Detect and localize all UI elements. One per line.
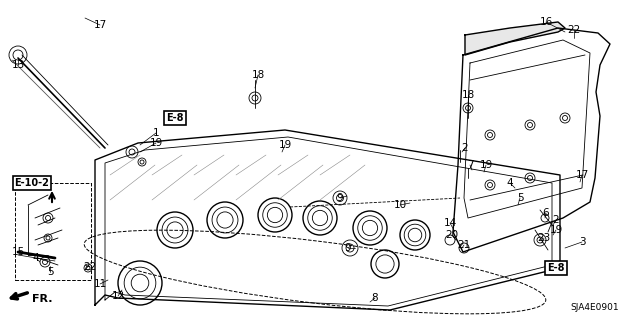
Text: 4: 4 bbox=[33, 253, 39, 263]
Text: 2: 2 bbox=[553, 215, 559, 225]
Polygon shape bbox=[95, 130, 560, 310]
Text: 19: 19 bbox=[278, 140, 292, 150]
Text: 6: 6 bbox=[543, 208, 549, 218]
Text: FR.: FR. bbox=[32, 294, 52, 304]
Text: 1: 1 bbox=[153, 128, 159, 138]
Text: 20: 20 bbox=[445, 230, 459, 240]
Text: SJA4E0901: SJA4E0901 bbox=[570, 303, 619, 312]
Text: 12: 12 bbox=[111, 291, 125, 301]
Text: 23: 23 bbox=[538, 233, 550, 243]
Text: 2: 2 bbox=[461, 143, 468, 153]
Polygon shape bbox=[453, 28, 610, 252]
Text: 3: 3 bbox=[579, 237, 586, 247]
Text: E-8: E-8 bbox=[166, 113, 184, 123]
Text: 4: 4 bbox=[507, 178, 513, 188]
Text: 14: 14 bbox=[444, 218, 456, 228]
Text: 13: 13 bbox=[12, 60, 24, 70]
Text: E-10-2: E-10-2 bbox=[15, 178, 49, 188]
Text: 5: 5 bbox=[47, 267, 53, 277]
Text: 10: 10 bbox=[394, 200, 406, 210]
Text: 11: 11 bbox=[93, 279, 107, 289]
Text: 18: 18 bbox=[252, 70, 264, 80]
Text: 22: 22 bbox=[83, 262, 97, 272]
Text: 5: 5 bbox=[516, 193, 524, 203]
Text: 9: 9 bbox=[345, 243, 351, 253]
Text: 19: 19 bbox=[149, 138, 163, 148]
Text: 19: 19 bbox=[479, 160, 493, 170]
Bar bbox=[15, 183, 91, 280]
Text: 15: 15 bbox=[12, 247, 24, 257]
Text: E-8: E-8 bbox=[547, 263, 564, 273]
Text: 21: 21 bbox=[458, 240, 470, 250]
Polygon shape bbox=[465, 22, 565, 55]
Text: 17: 17 bbox=[93, 20, 107, 30]
Text: 9: 9 bbox=[337, 193, 343, 203]
Text: 16: 16 bbox=[540, 17, 552, 27]
Text: 7: 7 bbox=[467, 160, 474, 170]
Text: 17: 17 bbox=[575, 170, 589, 180]
Text: 22: 22 bbox=[568, 25, 580, 35]
Text: 19: 19 bbox=[549, 225, 563, 235]
Text: 8: 8 bbox=[372, 293, 378, 303]
Text: 18: 18 bbox=[461, 90, 475, 100]
